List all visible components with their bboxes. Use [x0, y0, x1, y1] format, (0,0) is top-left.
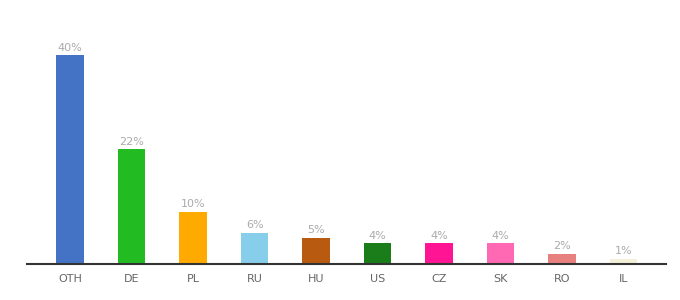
- Bar: [610, 259, 637, 264]
- Text: 4%: 4%: [369, 230, 386, 241]
- Text: 40%: 40%: [58, 43, 82, 53]
- Bar: [302, 238, 330, 264]
- Text: 10%: 10%: [181, 199, 205, 209]
- Bar: [118, 149, 146, 264]
- Text: 22%: 22%: [119, 136, 144, 147]
- Text: 1%: 1%: [615, 246, 632, 256]
- Bar: [241, 233, 269, 264]
- Text: 5%: 5%: [307, 225, 325, 235]
- Bar: [180, 212, 207, 264]
- Text: 6%: 6%: [245, 220, 263, 230]
- Bar: [56, 55, 84, 264]
- Bar: [425, 243, 453, 264]
- Bar: [487, 243, 514, 264]
- Text: 4%: 4%: [430, 230, 448, 241]
- Text: 4%: 4%: [492, 230, 509, 241]
- Bar: [364, 243, 392, 264]
- Bar: [548, 254, 576, 264]
- Text: 2%: 2%: [553, 241, 571, 251]
